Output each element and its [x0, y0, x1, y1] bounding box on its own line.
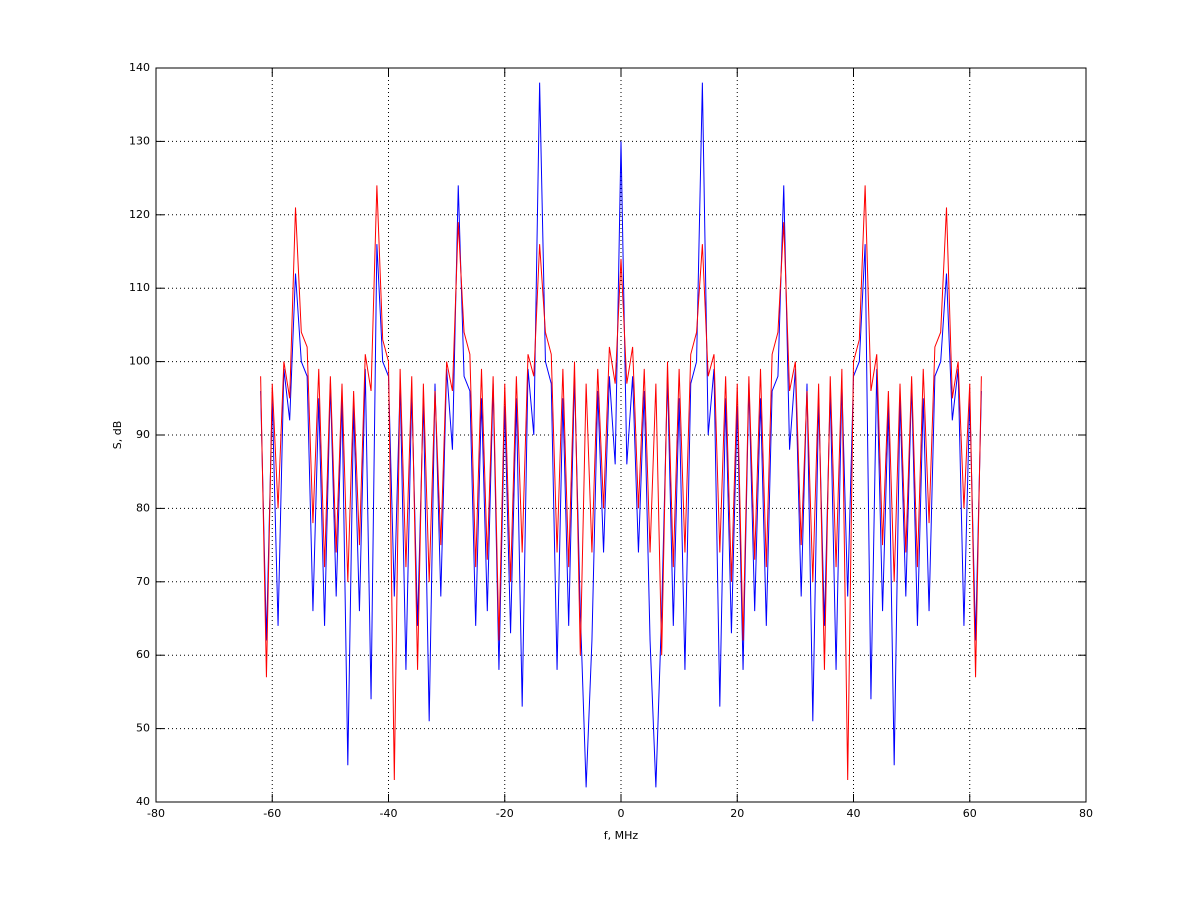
data-line: [260, 185, 982, 780]
data-line: [260, 82, 982, 788]
x-tick-label: -20: [496, 807, 514, 820]
axes-box: [155, 67, 1087, 803]
y-tick-label: 50: [136, 722, 150, 735]
y-tick-label: 130: [129, 134, 150, 147]
y-tick-label: 140: [129, 61, 150, 74]
y-tick-label: 70: [136, 575, 150, 588]
x-tick-label: 0: [618, 807, 625, 820]
x-tick-label: -60: [263, 807, 281, 820]
y-tick-label: 40: [136, 795, 150, 808]
y-tick-label: 80: [136, 501, 150, 514]
y-tick-label: 120: [129, 208, 150, 221]
y-tick-label: 60: [136, 648, 150, 661]
x-tick-label: 80: [1079, 807, 1093, 820]
x-tick-label: -80: [147, 807, 165, 820]
y-tick-label: 110: [129, 281, 150, 294]
x-tick-label: 40: [847, 807, 861, 820]
y-tick-label: 90: [136, 428, 150, 441]
y-tick-label: 100: [129, 355, 150, 368]
x-tick-label: 60: [963, 807, 977, 820]
x-axis-label: f, MHz: [604, 829, 639, 842]
x-tick-label: 20: [730, 807, 744, 820]
y-axis-label: S, dB: [111, 421, 124, 450]
x-tick-label: -40: [380, 807, 398, 820]
